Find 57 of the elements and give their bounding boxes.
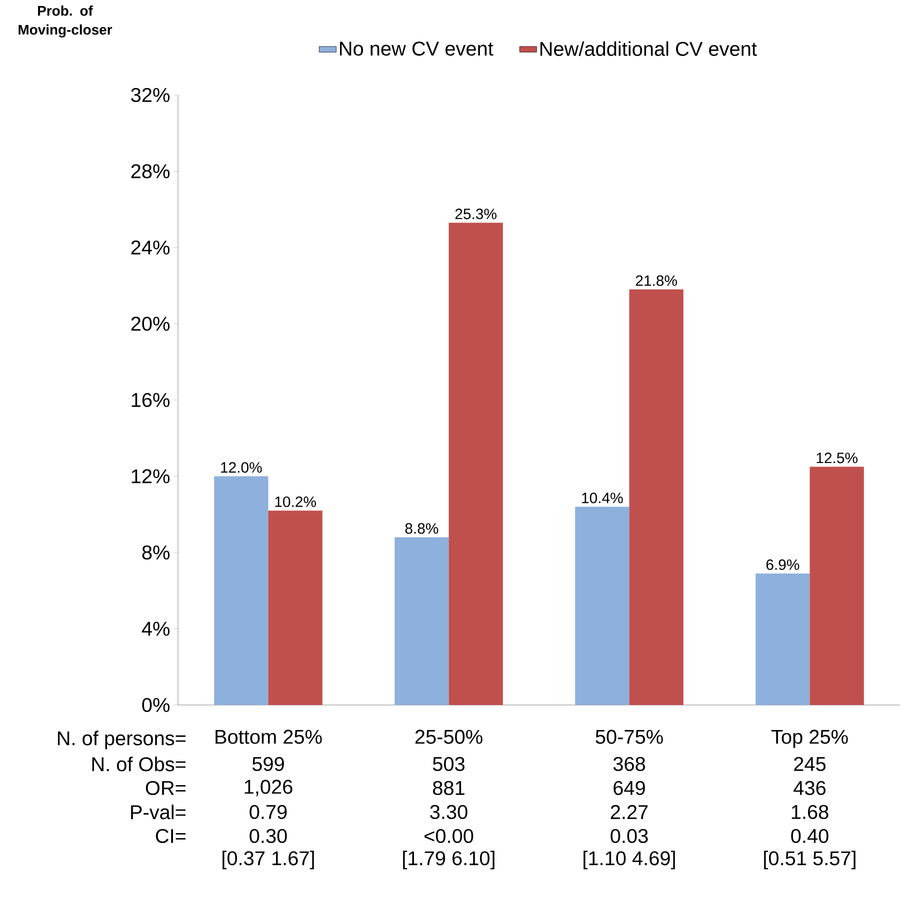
- bar: [268, 510, 322, 705]
- text: [0.37 1.67]: [222, 850, 314, 870]
- text: OR=: [146, 780, 186, 796]
- text: 0.79: [250, 804, 287, 820]
- x-tick-label: 50-75%: [596, 730, 663, 744]
- bar: [629, 289, 684, 705]
- text: 1,026: [244, 780, 292, 796]
- text: [1.79 6.10]: [403, 850, 494, 870]
- text: 649: [614, 780, 645, 796]
- text: [1.10 4.69]: [584, 850, 675, 870]
- y-tick-label: 0%: [142, 698, 170, 712]
- data-label: 8.8%: [405, 523, 438, 534]
- bar: [448, 222, 503, 705]
- text: 881: [432, 780, 464, 796]
- x-tick-label: Top 25%: [771, 730, 848, 748]
- text: 599: [252, 756, 284, 772]
- y-tick-label: 32%: [131, 88, 170, 102]
- text: [0.51 5.57]: [764, 850, 856, 870]
- bar: [214, 476, 268, 705]
- text: N. of persons=: [58, 730, 186, 750]
- text: 2.27: [610, 805, 648, 819]
- bar: [394, 537, 449, 705]
- data-label: 25.3%: [455, 208, 496, 220]
- y-tick-label: 24%: [131, 240, 170, 255]
- y-tick-label: 4%: [142, 622, 170, 636]
- text: N. of Obs=: [92, 756, 186, 772]
- data-label: 10.4%: [582, 492, 623, 504]
- y-tick-label: 16%: [132, 392, 170, 408]
- text: 0.30: [250, 828, 287, 844]
- text: 436: [794, 780, 826, 796]
- data-label: 21.8%: [636, 275, 677, 286]
- text: CI=: [156, 828, 186, 844]
- x-tick-label: 25-50%: [415, 730, 482, 744]
- data-label: 10.2%: [275, 496, 316, 508]
- data-label: 12.5%: [816, 452, 858, 464]
- text: P-val=: [131, 804, 186, 820]
- data-label: 6.9%: [766, 559, 800, 570]
- text: <0.00: [424, 828, 474, 844]
- bar: [575, 506, 630, 705]
- text: 0.03: [610, 828, 648, 844]
- data-label: 12.0%: [221, 462, 262, 473]
- text: 503: [432, 756, 464, 772]
- bar: [810, 466, 864, 705]
- text: 245: [794, 756, 826, 772]
- y-axis-title: Prob. of Moving-closer: [18, 6, 112, 38]
- legend-label: New/additional CV event: [540, 41, 757, 56]
- x-tick-label: Bottom 25%: [216, 730, 322, 744]
- text: 0.40: [791, 828, 828, 844]
- legend-label: No new CV event: [340, 42, 494, 56]
- text: 3.30: [430, 804, 468, 820]
- text: 1.68: [792, 804, 828, 820]
- text: 368: [613, 756, 646, 772]
- bar: [756, 573, 810, 705]
- y-tick-label: 20%: [131, 316, 170, 331]
- y-tick-label: 28%: [131, 164, 170, 178]
- y-tick-label: 12%: [132, 469, 170, 484]
- y-tick-label: 8%: [142, 545, 170, 560]
